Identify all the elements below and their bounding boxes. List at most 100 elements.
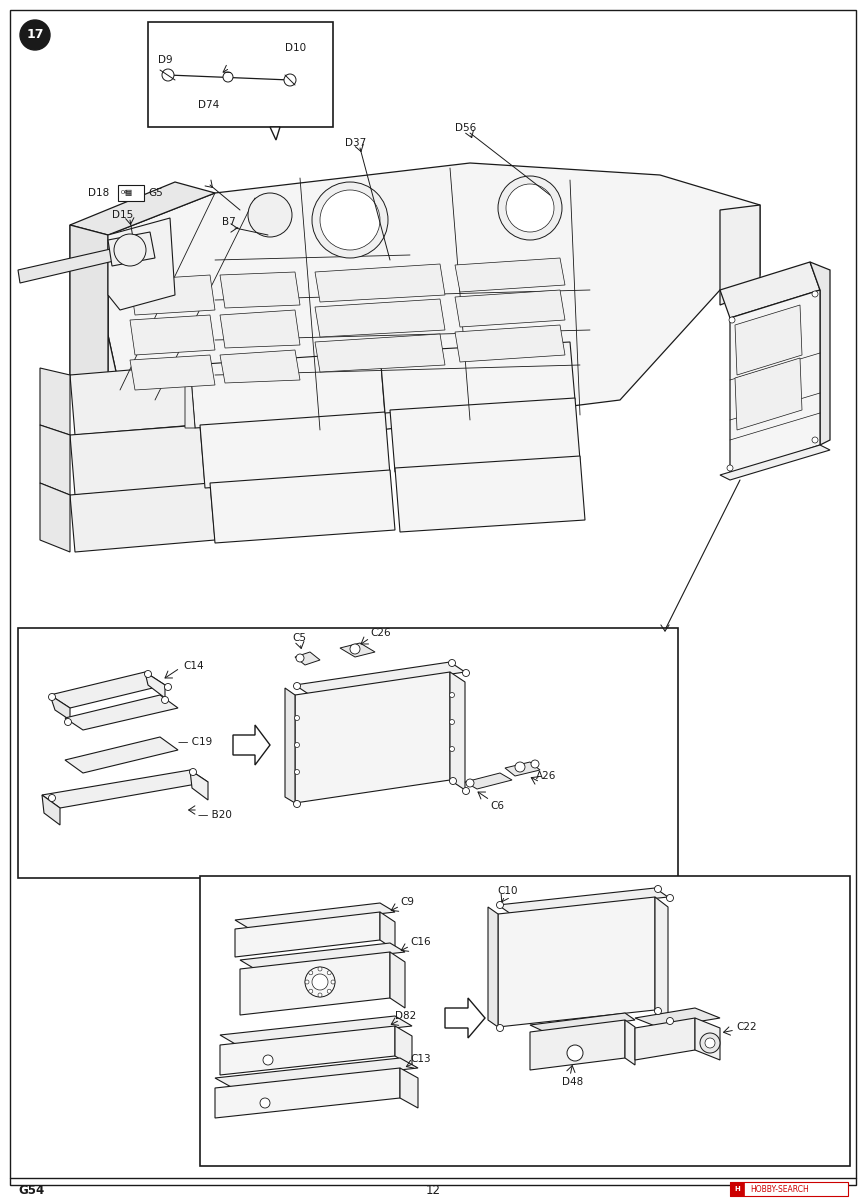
- Polygon shape: [498, 898, 655, 1027]
- Polygon shape: [380, 342, 575, 413]
- Polygon shape: [315, 264, 445, 302]
- Polygon shape: [505, 762, 540, 776]
- Polygon shape: [315, 334, 445, 372]
- Polygon shape: [720, 262, 820, 318]
- Text: A26: A26: [536, 770, 556, 781]
- Circle shape: [466, 779, 474, 787]
- Circle shape: [165, 684, 171, 690]
- Polygon shape: [130, 275, 215, 314]
- Bar: [118, 185, 144, 200]
- Circle shape: [812, 290, 818, 296]
- Text: 17: 17: [26, 29, 44, 42]
- Polygon shape: [655, 898, 668, 1020]
- Polygon shape: [65, 737, 178, 773]
- Polygon shape: [70, 182, 215, 235]
- Text: G5: G5: [148, 188, 163, 198]
- Circle shape: [700, 1033, 720, 1054]
- Polygon shape: [455, 258, 565, 292]
- Polygon shape: [190, 770, 208, 800]
- Polygon shape: [340, 643, 375, 658]
- Polygon shape: [735, 305, 802, 374]
- Circle shape: [294, 800, 301, 808]
- Polygon shape: [735, 358, 802, 430]
- Circle shape: [305, 980, 309, 984]
- Circle shape: [496, 901, 503, 908]
- Polygon shape: [390, 398, 580, 472]
- Polygon shape: [70, 425, 205, 494]
- Text: C9: C9: [400, 898, 414, 907]
- Polygon shape: [108, 218, 175, 310]
- Polygon shape: [70, 365, 195, 434]
- Circle shape: [296, 654, 304, 662]
- Polygon shape: [190, 352, 385, 428]
- Circle shape: [309, 989, 313, 994]
- Polygon shape: [445, 998, 485, 1038]
- Text: D48: D48: [562, 1078, 583, 1087]
- Circle shape: [190, 768, 197, 775]
- Circle shape: [567, 1045, 583, 1061]
- Text: D37: D37: [345, 138, 366, 148]
- Circle shape: [515, 762, 525, 772]
- Circle shape: [705, 1038, 715, 1048]
- Circle shape: [449, 692, 455, 697]
- Polygon shape: [400, 1068, 418, 1108]
- Text: D82: D82: [395, 1010, 417, 1021]
- Polygon shape: [395, 456, 585, 532]
- Circle shape: [449, 778, 456, 785]
- Polygon shape: [235, 902, 395, 929]
- Text: 12: 12: [425, 1183, 441, 1196]
- Circle shape: [350, 644, 360, 654]
- Polygon shape: [215, 1058, 418, 1088]
- Circle shape: [223, 72, 233, 82]
- Circle shape: [531, 760, 539, 768]
- Circle shape: [496, 1025, 503, 1032]
- Polygon shape: [130, 355, 215, 390]
- Polygon shape: [295, 662, 465, 695]
- Text: D9: D9: [158, 55, 172, 65]
- Polygon shape: [720, 205, 760, 305]
- Text: C14: C14: [183, 661, 204, 671]
- Circle shape: [449, 746, 455, 751]
- Circle shape: [145, 671, 152, 678]
- Text: D18: D18: [88, 188, 109, 198]
- Polygon shape: [50, 695, 70, 720]
- Bar: [730, 1182, 848, 1196]
- Circle shape: [498, 176, 562, 240]
- Circle shape: [812, 437, 818, 443]
- Circle shape: [312, 182, 388, 258]
- Polygon shape: [215, 1068, 400, 1118]
- Polygon shape: [285, 688, 295, 803]
- Polygon shape: [240, 952, 390, 1015]
- Polygon shape: [295, 672, 450, 803]
- Polygon shape: [50, 672, 165, 708]
- Circle shape: [294, 743, 300, 748]
- Polygon shape: [695, 1018, 720, 1060]
- Text: C22: C22: [736, 1022, 757, 1032]
- Polygon shape: [390, 952, 405, 1008]
- Circle shape: [449, 720, 455, 725]
- Text: D15: D15: [112, 210, 133, 220]
- Text: — B20: — B20: [198, 810, 232, 820]
- Circle shape: [729, 317, 735, 323]
- Text: C5: C5: [292, 634, 306, 643]
- Circle shape: [263, 1055, 273, 1066]
- Circle shape: [305, 967, 335, 997]
- Polygon shape: [40, 482, 70, 552]
- Polygon shape: [40, 425, 70, 494]
- Polygon shape: [65, 695, 178, 730]
- Polygon shape: [185, 365, 195, 428]
- Circle shape: [294, 683, 301, 690]
- Polygon shape: [720, 445, 830, 480]
- Circle shape: [327, 989, 331, 994]
- Circle shape: [114, 234, 146, 266]
- Circle shape: [331, 980, 335, 984]
- Circle shape: [506, 184, 554, 232]
- Polygon shape: [498, 888, 668, 914]
- Polygon shape: [530, 1020, 625, 1070]
- Text: ▦: ▦: [124, 188, 132, 198]
- Polygon shape: [18, 248, 118, 283]
- Circle shape: [64, 719, 72, 726]
- Circle shape: [284, 74, 296, 86]
- Circle shape: [667, 894, 674, 901]
- Polygon shape: [70, 226, 108, 390]
